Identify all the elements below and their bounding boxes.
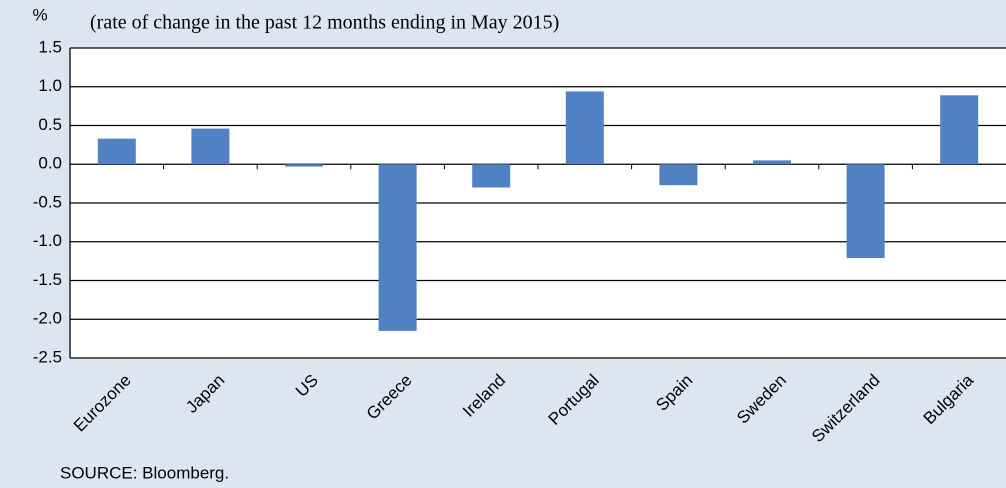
x-tick-label: Ireland	[459, 371, 509, 421]
bar	[97, 138, 136, 165]
y-tick-label: 0.5	[38, 115, 62, 134]
x-tick-label: Eurozone	[70, 371, 135, 436]
bar	[285, 164, 323, 167]
bar	[753, 160, 791, 165]
x-tick-label: US	[292, 371, 322, 401]
x-tick-label: Portugal	[545, 371, 603, 429]
y-tick-label: -1.5	[33, 270, 62, 289]
y-tick-label: 0.0	[38, 154, 62, 173]
x-tick-label: Greece	[363, 371, 416, 424]
bar	[472, 164, 511, 188]
x-tick-label: Japan	[182, 371, 228, 417]
subtitle: (rate of change in the past 12 months en…	[90, 12, 559, 34]
y-tick-label: -2.5	[33, 347, 62, 366]
bar	[378, 164, 417, 331]
bar	[191, 128, 230, 165]
source-note: SOURCE: Bloomberg.	[60, 463, 229, 482]
y-unit: %	[32, 5, 47, 24]
bar	[565, 91, 604, 165]
x-tick-label: Sweden	[733, 371, 790, 428]
y-tick-label: -0.5	[33, 192, 62, 211]
x-tick-label: Switzerland	[808, 371, 884, 447]
x-tick-label: Bulgaria	[920, 370, 978, 428]
bar	[940, 95, 979, 165]
y-tick-label: -1.0	[33, 231, 62, 250]
x-tick-label: Spain	[652, 371, 696, 415]
y-tick-label: -2.0	[33, 309, 62, 328]
bar	[846, 164, 885, 259]
y-tick-label: 1.5	[38, 37, 62, 56]
y-tick-label: 1.0	[38, 76, 62, 95]
bar	[659, 164, 698, 186]
